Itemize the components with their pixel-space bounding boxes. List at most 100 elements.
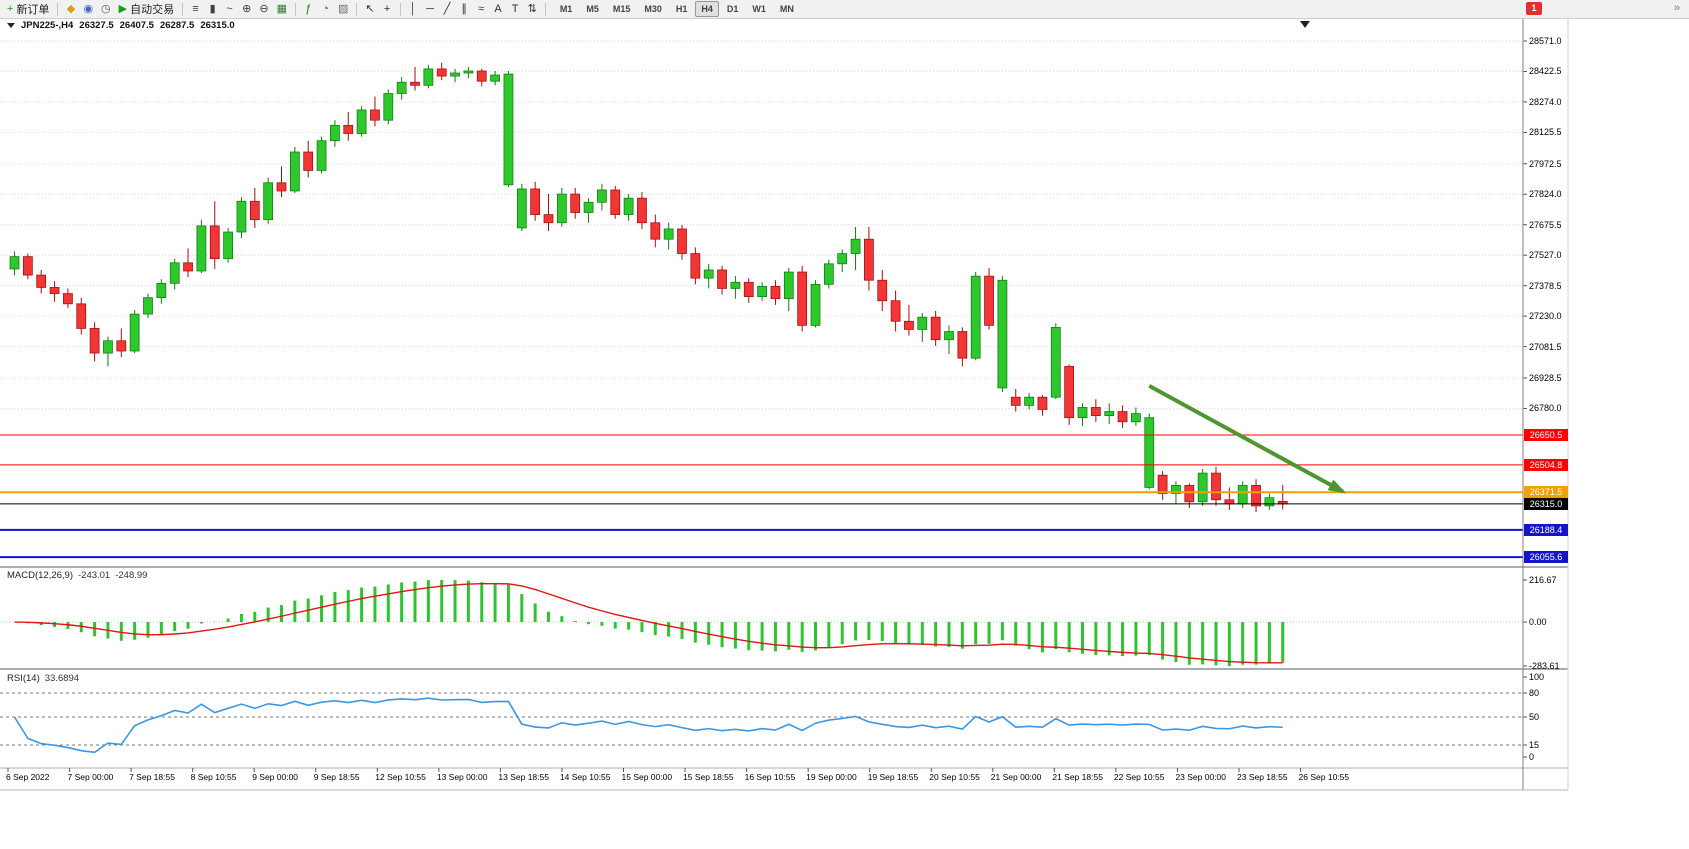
candle bbox=[823, 263, 834, 285]
candle bbox=[717, 269, 727, 289]
macd-value: -243.01 bbox=[78, 570, 111, 581]
bid-price-label: 26315.0 bbox=[1524, 497, 1568, 510]
candle bbox=[543, 214, 554, 224]
candle bbox=[36, 274, 47, 288]
arrows-button[interactable]: ⇅ bbox=[524, 1, 541, 17]
candle bbox=[89, 328, 100, 354]
periods-button[interactable]: ◔ bbox=[317, 1, 334, 17]
macd-signal-line bbox=[14, 582, 1283, 664]
time-label: 13 Sep 00:00 bbox=[436, 772, 488, 782]
timeframe-m30-button[interactable]: M30 bbox=[638, 1, 668, 17]
timeframe-m15-button[interactable]: M15 bbox=[607, 1, 637, 17]
timeframe-d1-button[interactable]: D1 bbox=[721, 1, 745, 17]
rsi-indicator-label: RSI(14) 33.6894 bbox=[7, 673, 79, 684]
candle bbox=[1197, 472, 1208, 503]
timeframe-w1-button[interactable]: W1 bbox=[746, 1, 772, 17]
candle bbox=[783, 271, 794, 300]
trend-arrow[interactable] bbox=[1148, 384, 1344, 494]
candlestick-chart-icon: ▮ bbox=[209, 3, 216, 15]
candle bbox=[116, 340, 127, 352]
candle bbox=[797, 271, 808, 326]
candle bbox=[850, 238, 861, 254]
price-tick-label: 27675.5 bbox=[1529, 219, 1562, 230]
candle bbox=[703, 269, 714, 279]
candle bbox=[877, 279, 888, 302]
price-tick-label: 27824.0 bbox=[1529, 189, 1562, 200]
candle bbox=[1237, 485, 1248, 505]
time-label: 22 Sep 10:55 bbox=[1113, 772, 1165, 782]
chart-shift-marker[interactable] bbox=[1300, 21, 1310, 28]
history-center-button[interactable]: ◷ bbox=[97, 1, 115, 17]
history-center-icon: ◷ bbox=[101, 3, 111, 15]
equidistant-channel-icon: ∥ bbox=[461, 3, 467, 15]
toolbar-separator bbox=[399, 2, 401, 16]
symbol-dropdown-icon[interactable] bbox=[7, 23, 15, 28]
equidistant-channel-button[interactable]: ∥ bbox=[456, 1, 473, 17]
new-order-button[interactable]: + 新订单 bbox=[3, 1, 53, 17]
candle bbox=[103, 340, 113, 354]
candle bbox=[383, 93, 394, 121]
autotrading-button[interactable]: ▶ 自动交易 bbox=[115, 1, 178, 17]
pane-separator[interactable] bbox=[0, 668, 1568, 670]
candle bbox=[436, 68, 447, 77]
tile-windows-button[interactable]: ▦ bbox=[273, 1, 291, 17]
candle bbox=[810, 283, 821, 326]
price-tick-label: 28274.0 bbox=[1529, 96, 1562, 107]
toolbar-overflow-icon[interactable]: » bbox=[1674, 2, 1681, 14]
zoom-out-button[interactable]: ⊖ bbox=[255, 1, 272, 17]
candle bbox=[743, 281, 754, 298]
timeframe-m1-button[interactable]: M1 bbox=[554, 1, 579, 17]
horizontal-line-button[interactable]: ─ bbox=[422, 1, 439, 17]
time-label: 20 Sep 10:55 bbox=[929, 772, 980, 782]
candle bbox=[970, 275, 981, 359]
candle bbox=[1037, 396, 1048, 410]
candle bbox=[490, 74, 500, 82]
templates-button[interactable]: ▧ bbox=[334, 1, 352, 17]
candlestick-chart-button[interactable]: ▮ bbox=[204, 1, 221, 17]
bar-chart-button[interactable]: ≡ bbox=[187, 1, 204, 17]
text-button[interactable]: A bbox=[490, 1, 507, 17]
macd-axis-label: 0.00 bbox=[1529, 617, 1547, 628]
candle bbox=[1104, 411, 1115, 417]
candle bbox=[610, 189, 621, 215]
candle bbox=[650, 222, 661, 240]
time-label: 15 Sep 18:55 bbox=[683, 772, 734, 782]
crosshair-button[interactable]: + bbox=[379, 1, 396, 17]
candle bbox=[944, 331, 954, 341]
candle bbox=[690, 253, 701, 279]
timeframe-m5-button[interactable]: M5 bbox=[580, 1, 605, 17]
candle bbox=[1224, 499, 1235, 505]
pane-separator[interactable] bbox=[0, 566, 1568, 568]
macd-signal-value: -248.99 bbox=[115, 570, 148, 581]
candle bbox=[1050, 327, 1061, 398]
cursor-button[interactable]: ↖ bbox=[361, 1, 378, 17]
timeframe-h1-button[interactable]: H1 bbox=[670, 1, 694, 17]
price-line-label: 26504.8 bbox=[1524, 458, 1568, 471]
candle bbox=[1184, 485, 1195, 503]
fibonacci-button[interactable]: ≈ bbox=[473, 1, 490, 17]
arrows-icon: ⇅ bbox=[527, 3, 537, 15]
autotrading-label: 自动交易 bbox=[130, 4, 175, 16]
indicators-button[interactable]: ƒ bbox=[300, 1, 317, 17]
macd-indicator-label: MACD(12,26,9) -243.01 -248.99 bbox=[7, 570, 147, 581]
trendline-button[interactable]: ╱ bbox=[439, 1, 456, 17]
zoom-in-button[interactable]: ⊕ bbox=[238, 1, 255, 17]
candle bbox=[1064, 366, 1075, 419]
time-label: 19 Sep 00:00 bbox=[806, 772, 857, 782]
notifications-badge[interactable]: 1 bbox=[1526, 2, 1542, 15]
time-label: 23 Sep 18:55 bbox=[1237, 772, 1288, 782]
candle bbox=[356, 109, 367, 134]
line-chart-button[interactable]: ~ bbox=[221, 1, 238, 17]
timeframe-h4-button[interactable]: H4 bbox=[695, 1, 719, 17]
candle bbox=[837, 253, 848, 265]
candle bbox=[623, 197, 634, 215]
metaeditor-button[interactable]: ◆ bbox=[62, 1, 79, 17]
zoom-in-icon: ⊕ bbox=[242, 3, 252, 15]
options-button[interactable]: ◉ bbox=[79, 1, 97, 17]
time-label: 21 Sep 18:55 bbox=[1052, 772, 1103, 782]
timeframe-mn-button[interactable]: MN bbox=[774, 1, 800, 17]
vertical-line-button[interactable]: │ bbox=[405, 1, 422, 17]
text-label-button[interactable]: T bbox=[507, 1, 524, 17]
chart-title-bar[interactable]: JPN225-,H4 26327.5 26407.5 26287.5 26315… bbox=[7, 20, 235, 31]
